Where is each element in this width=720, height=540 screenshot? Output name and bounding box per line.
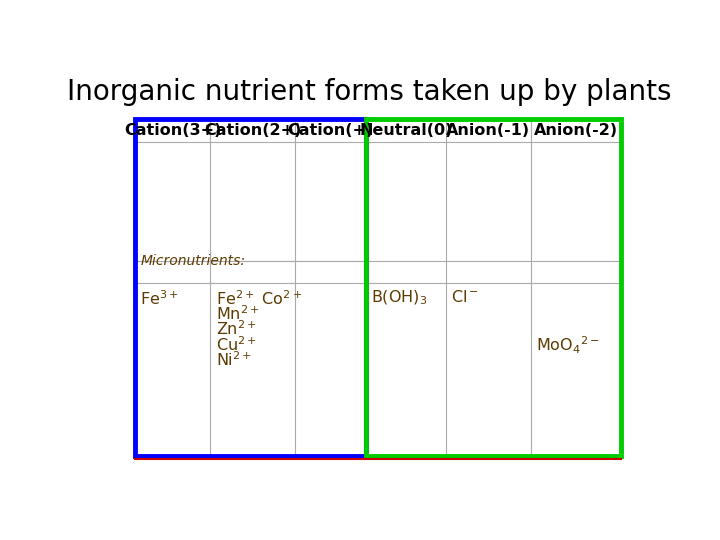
Text: Cation(2+): Cation(2+) — [204, 123, 302, 138]
Bar — [366, 119, 621, 456]
Text: Anion(-2): Anion(-2) — [534, 123, 618, 138]
Text: Ni$^{2+}$: Ni$^{2+}$ — [216, 350, 252, 369]
Text: Zn$^{2+}$: Zn$^{2+}$ — [216, 320, 256, 339]
Text: B(OH)$_3$: B(OH)$_3$ — [372, 289, 428, 307]
Text: Cation(3+): Cation(3+) — [124, 123, 221, 138]
Text: Inorganic nutrient forms taken up by plants: Inorganic nutrient forms taken up by pla… — [67, 78, 671, 106]
Text: Neutral(0): Neutral(0) — [359, 123, 453, 138]
Text: Cation(+): Cation(+) — [287, 123, 374, 138]
Bar — [135, 119, 366, 456]
Text: MoO$_4$$^{2-}$: MoO$_4$$^{2-}$ — [536, 335, 600, 356]
Text: Cl$^-$: Cl$^-$ — [451, 289, 480, 305]
Text: Fe$^{3+}$: Fe$^{3+}$ — [140, 289, 179, 308]
Text: Mn$^{2+}$: Mn$^{2+}$ — [216, 304, 259, 323]
Text: Anion(-1): Anion(-1) — [446, 123, 531, 138]
Bar — [135, 119, 621, 456]
Text: Fe$^{2+}$ Co$^{2+}$: Fe$^{2+}$ Co$^{2+}$ — [216, 289, 302, 308]
Text: Micronutrients:: Micronutrients: — [140, 254, 246, 268]
Text: Cu$^{2+}$: Cu$^{2+}$ — [216, 335, 256, 354]
